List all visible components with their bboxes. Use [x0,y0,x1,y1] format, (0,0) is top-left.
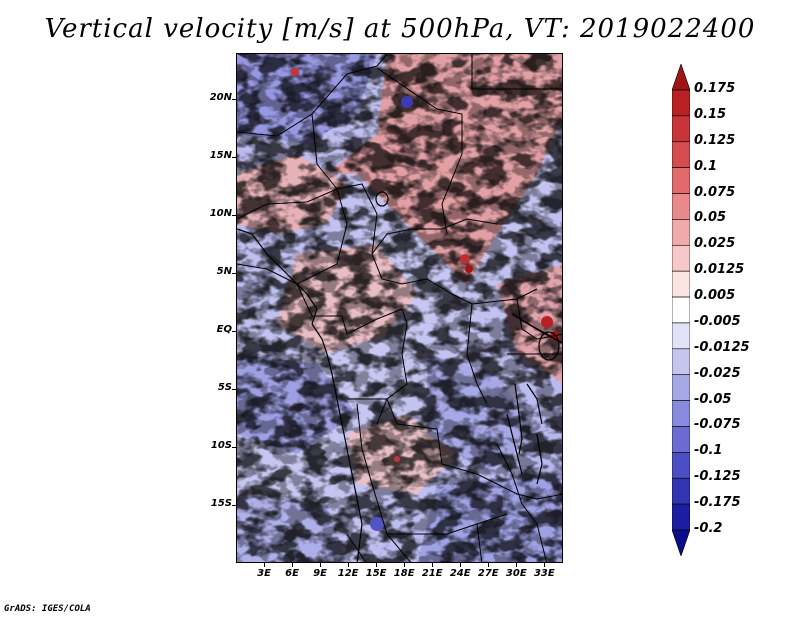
longitude-tick-mark [488,563,490,567]
latitude-tick-mark [232,447,236,449]
colorbar-swatch [672,296,690,324]
map-title: Vertical velocity [m/s] at 500hPa, VT: 2… [44,14,756,44]
colorbar-label: 0.025 [694,236,736,252]
longitude-tick-mark [544,563,546,567]
colorbar-top-arrow [672,64,690,91]
longitude-tick-mark [376,563,378,567]
vertical-velocity-field-map [237,54,562,562]
colorbar [672,64,690,556]
longitude-tick-label: 27E [477,568,499,579]
colorbar-swatch [672,452,690,479]
colorbar-swatch [672,426,690,453]
latitude-tick-mark [232,331,236,333]
latitude-tick-label: 10S [210,440,232,452]
longitude-tick-mark [460,563,462,567]
colorbar-swatch [672,270,690,298]
map-plot-area [236,53,563,563]
colorbar-label: 0.05 [694,210,727,226]
colorbar-swatch [672,348,690,376]
latitude-tick-label: 10N [209,208,232,220]
latitude-tick-mark [232,215,236,217]
latitude-tick-label: 15N [209,150,232,162]
longitude-tick-label: 15E [365,568,387,579]
longitude-tick-label: 12E [337,568,359,579]
colorbar-label: -0.0125 [694,339,750,355]
colorbar-label: 0.005 [694,288,736,304]
colorbar-label: 0.0125 [694,262,745,278]
latitude-tick-label: 5S [217,382,232,394]
red-speckle-texture [237,54,562,562]
longitude-tick-label: 6E [285,568,299,579]
colorbar-label: -0.1 [694,443,723,459]
longitude-tick-mark [348,563,350,567]
latitude-tick-label: 20N [209,92,232,104]
colorbar-label: 0.075 [694,184,736,200]
colorbar-swatch [672,322,690,350]
colorbar-label: -0.075 [694,417,741,433]
colorbar-swatch [672,193,690,220]
latitude-tick-label: 5N [216,266,232,278]
longitude-tick-label: 3E [257,568,271,579]
longitude-tick-label: 30E [505,568,527,579]
colorbar-swatch [672,89,690,117]
colorbar-label: 0.15 [694,106,727,122]
lakes [375,191,560,485]
colorbar-label: -0.175 [694,495,741,511]
longitude-tick-mark [516,563,518,567]
colorbar-swatch [672,503,690,531]
latitude-tick-mark [232,273,236,275]
longitude-tick-label: 24E [449,568,471,579]
colorbar-swatch [672,244,690,272]
longitude-tick-mark [320,563,322,567]
colorbar-label: 0.1 [694,158,718,174]
colorbar-label: 0.125 [694,132,736,148]
colorbar-label: -0.05 [694,391,732,407]
longitude-tick-mark [264,563,266,567]
latitude-tick-label: 15S [210,498,232,510]
latitude-tick-mark [232,157,236,159]
colorbar-label: 0.175 [694,81,736,96]
latitude-tick-label: EQ [216,324,232,336]
longitude-tick-mark [292,563,294,567]
longitude-tick-label: 33E [533,568,555,579]
colorbar-swatch [672,477,690,505]
longitude-tick-mark [432,563,434,567]
coastline [237,228,562,562]
colorbar-label: -0.125 [694,469,741,485]
grads-credit: GrADS: IGES/COLA [4,604,91,614]
latitude-tick-mark [232,389,236,391]
latitude-tick-mark [232,99,236,101]
longitude-tick-label: 18E [393,568,415,579]
colorbar-swatch [672,374,690,401]
colorbar-swatch [672,219,690,246]
colorbar-bottom-arrow [672,529,690,556]
colorbar-swatch [672,141,690,168]
longitude-tick-mark [404,563,406,567]
colorbar-label: -0.025 [694,365,741,381]
colorbar-swatch [672,167,690,194]
colorbar-label: -0.2 [694,521,723,536]
colorbar-swatch [672,400,690,427]
colorbar-label: -0.005 [694,313,741,329]
latitude-tick-mark [232,505,236,507]
longitude-tick-label: 9E [313,568,327,579]
colorbar-swatch [672,115,690,143]
longitude-tick-label: 21E [421,568,443,579]
